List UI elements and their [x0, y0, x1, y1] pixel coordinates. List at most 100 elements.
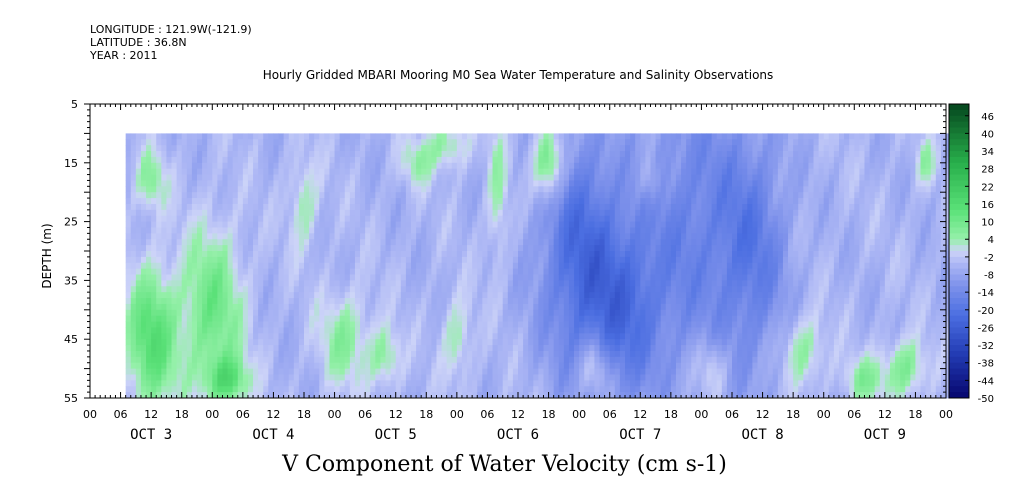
heatmap-cell: [411, 198, 417, 205]
heatmap-cell: [655, 286, 662, 293]
heatmap-cell: [293, 309, 300, 317]
heatmap-cell: [487, 180, 493, 187]
heatmap-cell: [461, 368, 468, 375]
heatmap-cell: [461, 309, 468, 317]
heatmap-cell: [314, 386, 320, 393]
heatmap-cell: [604, 251, 611, 258]
heatmap-cell: [176, 303, 183, 311]
heatmap-cell: [385, 145, 392, 152]
heatmap-cell: [202, 239, 208, 246]
heatmap-cell: [492, 198, 499, 205]
heatmap-cell: [227, 245, 234, 252]
heatmap-cell: [497, 321, 504, 328]
heatmap-cell: [599, 274, 606, 281]
heatmap-cell: [370, 356, 376, 364]
heatmap-cell: [553, 151, 560, 158]
heatmap-cell: [451, 162, 458, 170]
heatmap-cell: [258, 286, 264, 293]
heatmap-cell: [675, 368, 682, 375]
heatmap-cell: [293, 327, 300, 334]
heatmap-cell: [186, 386, 193, 393]
heatmap-cell: [523, 245, 529, 252]
heatmap-cell: [686, 303, 692, 311]
heatmap-cell: [227, 298, 234, 305]
heatmap-cell: [293, 380, 300, 387]
heatmap-cell: [568, 362, 575, 369]
heatmap-cell: [548, 298, 555, 305]
heatmap-cell: [456, 198, 463, 205]
heatmap-cell: [472, 262, 478, 270]
heatmap-cell: [324, 180, 330, 187]
heatmap-cell: [237, 292, 244, 299]
heatmap-cell: [492, 339, 499, 346]
heatmap-cell: [538, 333, 544, 340]
heatmap-cell: [304, 339, 310, 346]
heatmap-cell: [451, 145, 458, 152]
heatmap-cell: [568, 215, 575, 222]
heatmap-cell: [533, 350, 539, 358]
heatmap-cell: [472, 215, 478, 222]
heatmap-cell: [502, 374, 509, 381]
heatmap-cell: [497, 286, 504, 293]
heatmap-cell: [507, 233, 514, 240]
heatmap-cell: [130, 380, 137, 387]
heatmap-cell: [344, 333, 351, 340]
heatmap-cell: [507, 174, 514, 181]
heatmap-cell: [258, 145, 264, 152]
heatmap-cell: [431, 321, 437, 328]
heatmap-cell: [660, 280, 667, 287]
heatmap-cell: [625, 251, 631, 258]
heatmap-cell: [670, 315, 677, 322]
heatmap-cell: [543, 345, 549, 352]
heatmap-cell: [309, 174, 315, 181]
heatmap-cell: [329, 380, 335, 387]
heatmap-cell: [217, 186, 223, 193]
heatmap-cell: [329, 356, 335, 364]
heatmap-cell: [222, 151, 228, 158]
heatmap-cell: [298, 186, 305, 193]
heatmap-cell: [568, 286, 575, 293]
heatmap-cell: [451, 315, 458, 322]
heatmap-cell: [472, 233, 478, 240]
heatmap-cell: [436, 245, 442, 252]
heatmap-cell: [380, 168, 386, 175]
heatmap-cell: [482, 151, 488, 158]
heatmap-cell: [191, 274, 198, 281]
heatmap-cell: [614, 239, 621, 246]
heatmap-cell: [492, 268, 499, 275]
heatmap-cell: [329, 333, 335, 340]
heatmap-cell: [298, 192, 305, 199]
heatmap-cell: [441, 392, 448, 399]
heatmap-cell: [518, 256, 524, 264]
heatmap-cell: [344, 168, 351, 175]
heatmap-cell: [553, 156, 560, 164]
heatmap-cell: [288, 198, 295, 205]
heatmap-cell: [242, 380, 249, 387]
heatmap-cell: [604, 203, 611, 211]
heatmap-cell: [502, 174, 509, 181]
heatmap-cell: [161, 392, 167, 399]
heatmap-cell: [197, 227, 203, 234]
heatmap-cell: [563, 215, 570, 222]
heatmap-cell: [181, 145, 188, 152]
heatmap-cell: [288, 321, 295, 328]
heatmap-cell: [166, 239, 172, 246]
heatmap-cell: [451, 350, 458, 358]
heatmap-cell: [421, 309, 427, 317]
heatmap-cell: [212, 315, 218, 322]
heatmap-cell: [390, 215, 397, 222]
heatmap-cell: [441, 251, 448, 258]
heatmap-cell: [625, 180, 631, 187]
heatmap-cell: [670, 180, 677, 187]
heatmap-cell: [589, 356, 595, 364]
heatmap-cell: [171, 386, 178, 393]
heatmap-cell: [589, 227, 595, 234]
heatmap-cell: [645, 221, 651, 228]
heatmap-cell: [675, 392, 682, 399]
heatmap-cell: [161, 380, 167, 387]
heatmap-cell: [360, 209, 366, 217]
heatmap-cell: [411, 233, 417, 240]
heatmap-cell: [625, 274, 631, 281]
heatmap-cell: [609, 309, 616, 317]
heatmap-cell: [421, 356, 427, 364]
